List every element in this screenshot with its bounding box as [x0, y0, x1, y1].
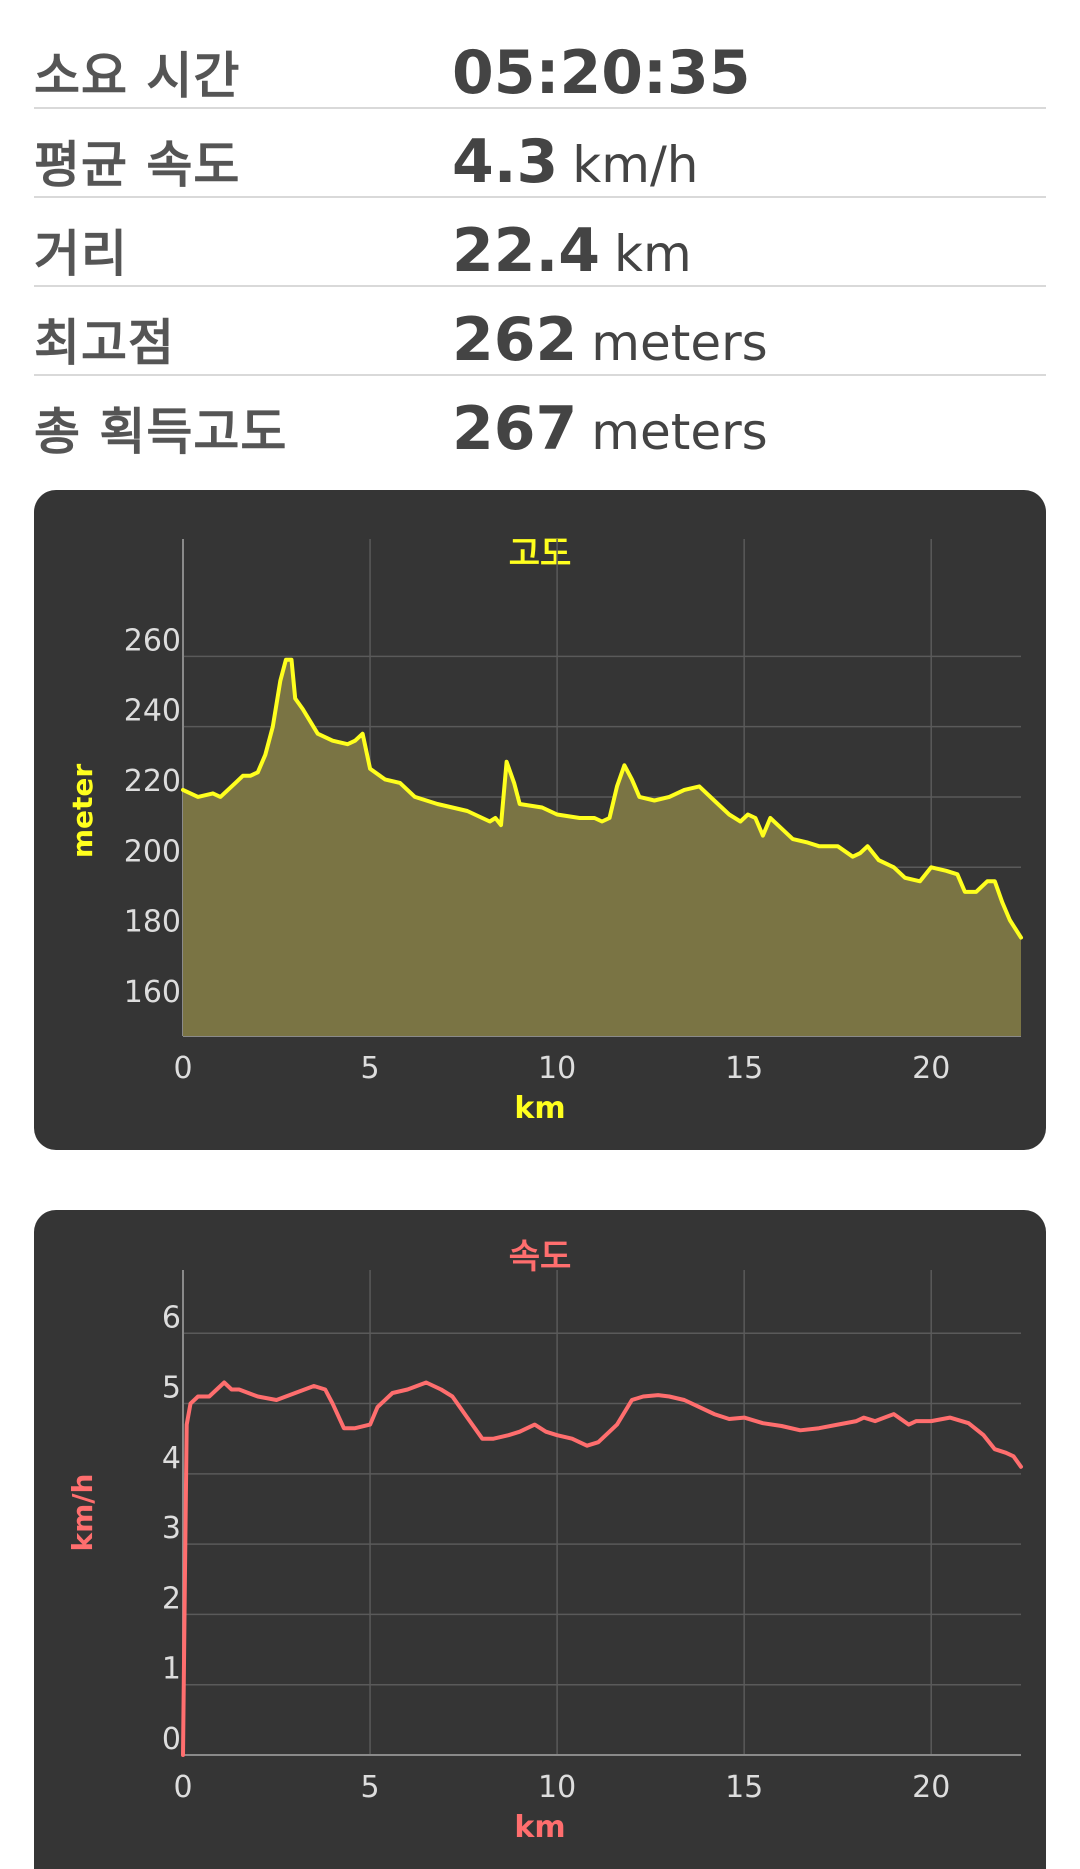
- series-line: [181, 1380, 1023, 1757]
- x-axis-label: km: [514, 1810, 565, 1845]
- x-tick-label: 15: [725, 1770, 763, 1805]
- stat-label: 소요 시간: [34, 47, 241, 105]
- stat-value: 22.4 km: [452, 216, 692, 286]
- stat-value: 4.3 km/h: [452, 127, 699, 197]
- stat-number: 267: [452, 394, 578, 464]
- stat-row-avg-speed: 평균 속도 4.3 km/h: [34, 109, 1046, 198]
- stat-label: 최고점: [34, 314, 175, 372]
- chart-title: 고도: [509, 534, 572, 574]
- stat-row-max-elevation: 최고점 262 meters: [34, 287, 1046, 376]
- stat-unit: km/h: [572, 136, 699, 194]
- y-axis-label: km/h: [66, 1474, 99, 1552]
- x-tick-label: 5: [361, 1770, 380, 1805]
- stat-number: 05:20:35: [452, 38, 751, 108]
- y-tick-label: 6: [162, 1300, 181, 1335]
- stat-value: 05:20:35: [452, 38, 764, 108]
- stat-label: 평균 속도: [34, 136, 241, 194]
- x-tick-label: 20: [912, 1770, 950, 1805]
- stat-value: 267 meters: [452, 394, 768, 464]
- x-tick-label: 5: [361, 1051, 380, 1086]
- y-tick-label: 2: [162, 1581, 181, 1616]
- y-tick-label: 1: [162, 1652, 181, 1687]
- stat-value: 262 meters: [452, 305, 768, 375]
- stat-unit: km: [614, 225, 692, 283]
- y-tick-label: 3: [162, 1511, 181, 1546]
- y-tick-label: 160: [124, 975, 181, 1010]
- stat-number: 22.4: [452, 216, 601, 286]
- stat-unit: meters: [591, 314, 768, 372]
- speed-chart-card: 속도 0 5 10 15 20 0 1 2 3 4 5 6 km km/h: [34, 1210, 1046, 1869]
- y-tick-label: 240: [124, 694, 181, 729]
- x-axis-label: km: [514, 1091, 565, 1126]
- elevation-chart-card: 고도 0 5 10 15 20 160 180 200 220 240 260 km meter: [34, 490, 1046, 1150]
- x-tick-label: 0: [173, 1051, 192, 1086]
- y-tick-label: 180: [124, 905, 181, 940]
- stat-label: 거리: [34, 225, 128, 283]
- stat-number: 262: [452, 305, 578, 375]
- elevation-chart: 고도 0 5 10 15 20 160 180 200 220 240 260 km meter: [66, 534, 1023, 1126]
- x-tick-label: 10: [538, 1770, 576, 1805]
- stats-table: 소요 시간 05:20:35 평균 속도 4.3 km/h 거리 22.4 km 최…: [34, 20, 1046, 464]
- y-tick-label: 4: [162, 1441, 181, 1476]
- y-axis-label: meter: [66, 764, 99, 859]
- stat-row-distance: 거리 22.4 km: [34, 198, 1046, 287]
- stat-row-total-ascent: 총 획득고도 267 meters: [34, 376, 1046, 464]
- y-tick-label: 220: [124, 764, 181, 799]
- y-tick-label: 0: [162, 1722, 181, 1757]
- x-tick-label: 20: [912, 1051, 950, 1086]
- area-fill: [183, 659, 1021, 1036]
- y-tick-label: 200: [124, 834, 181, 869]
- chart-title: 속도: [509, 1237, 572, 1277]
- speed-chart: 속도 0 5 10 15 20 0 1 2 3 4 5 6 km km/h: [66, 1237, 1023, 1845]
- series-line: [181, 657, 1023, 940]
- stat-row-duration: 소요 시간 05:20:35: [34, 20, 1046, 109]
- x-tick-label: 10: [538, 1051, 576, 1086]
- x-tick-label: 0: [173, 1770, 192, 1805]
- stat-unit: meters: [591, 403, 768, 461]
- stat-label: 총 획득고도: [34, 403, 288, 461]
- y-tick-label: 260: [124, 623, 181, 658]
- stat-number: 4.3: [452, 127, 559, 197]
- x-tick-label: 15: [725, 1051, 763, 1086]
- y-tick-label: 5: [162, 1371, 181, 1406]
